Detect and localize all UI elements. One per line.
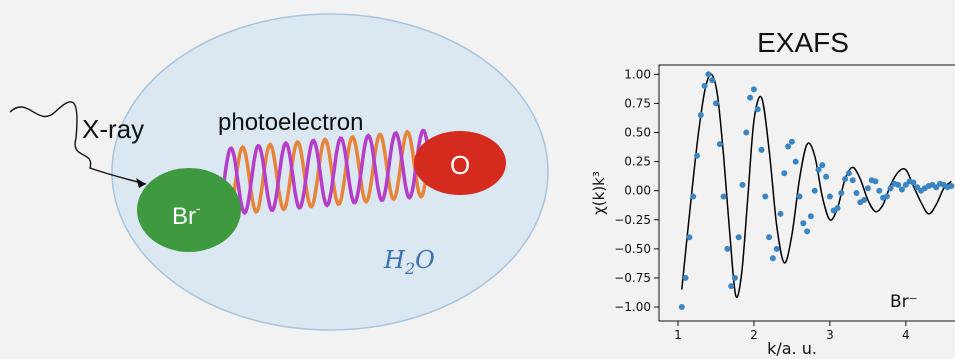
data-point — [758, 146, 765, 153]
data-point — [895, 181, 902, 188]
y-tick-label: 0.25 — [624, 155, 651, 169]
data-point — [826, 193, 833, 200]
photoelectron-label: photoelectron — [218, 109, 363, 136]
x-tick-label: 4 — [902, 328, 910, 342]
data-point — [750, 86, 757, 93]
plot-frame — [658, 64, 955, 322]
data-point — [933, 184, 940, 191]
x-tick-label: 1 — [674, 328, 682, 342]
water-shell — [111, 13, 549, 331]
data-point — [811, 187, 818, 194]
data-point — [887, 185, 894, 192]
oxygen-atom — [414, 131, 506, 195]
data-point — [834, 205, 841, 212]
data-point — [815, 166, 822, 173]
data-point — [861, 197, 868, 203]
data-point — [747, 94, 754, 101]
data-point — [807, 213, 814, 220]
data-point — [864, 185, 871, 192]
data-point — [739, 181, 746, 188]
data-point — [766, 234, 773, 241]
x-tick-label: 3 — [826, 328, 834, 342]
data-point — [769, 255, 776, 262]
data-point — [731, 274, 738, 281]
oxygen-label: O — [450, 150, 470, 180]
data-point — [883, 193, 890, 200]
exafs-plot: 1.00 0.75 0.50 0.25 0.00 −0.25 −0.50 −0.75 −1.00… — [614, 64, 955, 342]
data-point — [876, 187, 883, 194]
x-axis-label: k/a. u. — [767, 339, 817, 358]
data-point — [872, 178, 879, 185]
data-point — [694, 152, 700, 159]
data-point — [697, 112, 704, 118]
y-tick-label: 0.00 — [624, 184, 651, 198]
data-point — [796, 193, 803, 200]
data-point — [728, 283, 735, 290]
data-point — [773, 245, 780, 252]
y-tick-label: −0.25 — [614, 213, 651, 227]
data-points — [678, 71, 955, 310]
data-point — [899, 186, 905, 193]
x-tick-label: 2 — [750, 328, 758, 342]
data-point — [678, 304, 685, 310]
data-point — [720, 193, 727, 200]
xray-wave-arrow — [9, 101, 147, 185]
data-point — [777, 210, 784, 217]
annotation-label: Br⁻ — [890, 292, 918, 312]
data-point — [819, 162, 826, 169]
data-point — [849, 177, 856, 184]
data-point — [842, 176, 849, 182]
data-point — [743, 129, 750, 136]
y-tick-label: 1.00 — [624, 67, 651, 81]
data-point — [781, 170, 788, 177]
data-point — [724, 245, 731, 252]
data-point — [804, 228, 811, 235]
xray-label: X-ray — [82, 114, 144, 144]
data-point — [762, 193, 769, 200]
data-point — [948, 183, 955, 189]
data-point — [716, 141, 723, 148]
data-point — [838, 190, 845, 196]
fit-curve — [681, 73, 952, 298]
data-point — [701, 82, 708, 89]
water-label: H2O — [383, 246, 435, 278]
data-point — [914, 184, 921, 191]
data-point — [735, 234, 742, 241]
photoelectron-wave-purple — [220, 128, 430, 216]
data-point — [713, 100, 719, 107]
photoelectron-wave-orange — [220, 129, 430, 217]
chart-title: EXAFS — [757, 27, 849, 58]
y-axis-label: χ(k)k³ — [590, 171, 608, 215]
y-tick-label: −1.00 — [614, 300, 651, 314]
data-point — [902, 181, 909, 188]
data-point — [682, 274, 689, 281]
y-tick-label: 0.75 — [624, 96, 651, 110]
data-point — [910, 179, 917, 186]
data-point — [823, 173, 830, 180]
y-tick-label: 0.50 — [624, 125, 651, 139]
bromide-ion — [137, 168, 241, 252]
fit-line — [681, 73, 952, 298]
bromide-label: Br- — [172, 200, 201, 230]
xray-arrow-head — [136, 178, 146, 188]
data-point — [686, 234, 693, 241]
data-point — [690, 193, 697, 200]
data-point — [785, 143, 792, 150]
data-point — [800, 220, 807, 227]
data-point — [705, 71, 712, 78]
data-point — [788, 138, 795, 145]
data-point — [709, 77, 716, 84]
y-tick-label: −0.75 — [614, 271, 651, 285]
data-point — [845, 170, 852, 177]
data-point — [792, 158, 799, 165]
data-point — [754, 106, 761, 113]
y-tick-label: −0.50 — [614, 242, 651, 256]
axis-ticks: 1.00 0.75 0.50 0.25 0.00 −0.25 −0.50 −0.75 −1.00… — [614, 67, 909, 342]
data-point — [853, 190, 860, 196]
